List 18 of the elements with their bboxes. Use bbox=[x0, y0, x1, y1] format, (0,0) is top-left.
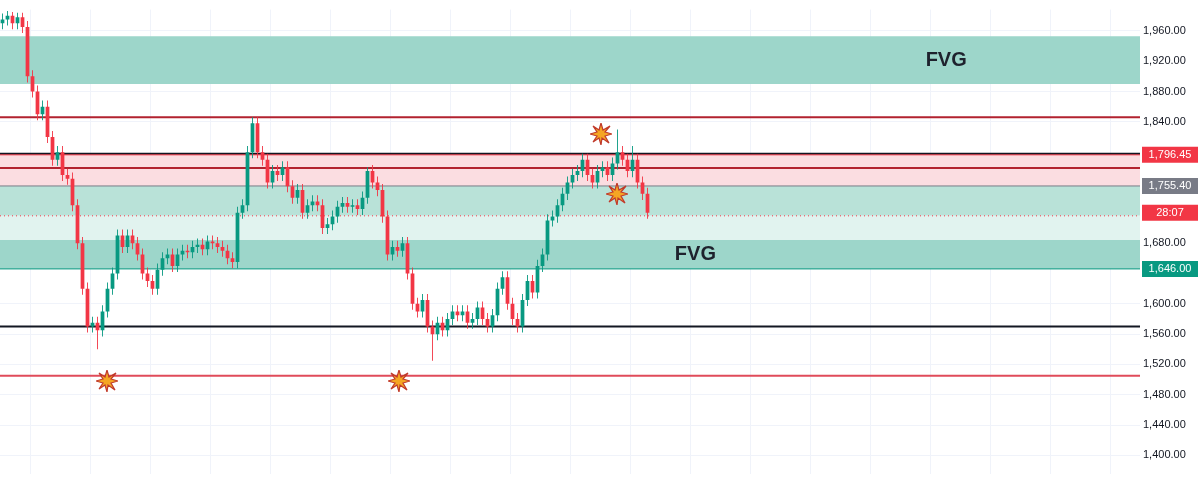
y-tick-label: 1,520.00 bbox=[1143, 357, 1186, 370]
y-tick-label: 1,400.00 bbox=[1143, 448, 1186, 461]
y-tick-label: 1,440.00 bbox=[1143, 418, 1186, 431]
y-tick-label: 1,480.00 bbox=[1143, 387, 1186, 400]
ref-line-label: 1,755.40 bbox=[1148, 179, 1192, 191]
y-tick-label: 1,840.00 bbox=[1143, 114, 1186, 127]
ref-line-label: 1,796.45 bbox=[1148, 147, 1192, 160]
ref-line-label: 1,646.00 bbox=[1148, 261, 1192, 274]
y-tick-label: 1,880.00 bbox=[1143, 84, 1186, 97]
y-tick-label: 1,680.00 bbox=[1143, 236, 1186, 249]
y-tick-label: 1,560.00 bbox=[1143, 327, 1186, 340]
y-tick-label: 1,960.00 bbox=[1143, 23, 1186, 36]
text: 28:07 bbox=[1156, 205, 1184, 218]
band-label: FVG bbox=[674, 242, 716, 265]
y-tick-label: 1,920.00 bbox=[1143, 54, 1186, 67]
y-tick-label: 1,600.00 bbox=[1143, 296, 1186, 309]
band-label: FVG bbox=[925, 47, 967, 70]
candlestick bbox=[350, 199, 355, 213]
